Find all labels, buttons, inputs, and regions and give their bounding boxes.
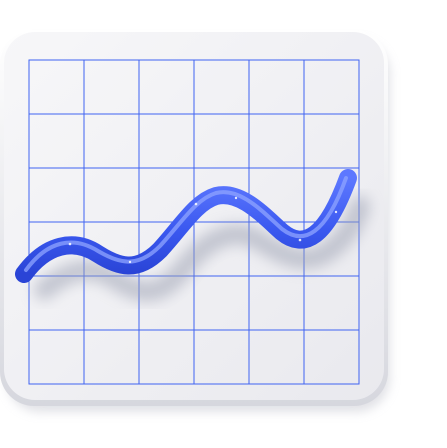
curve-sparkles (68, 196, 338, 264)
chart-curve (15, 169, 357, 283)
chart-curve-highlight (24, 176, 348, 272)
curve-shadow (34, 196, 370, 302)
